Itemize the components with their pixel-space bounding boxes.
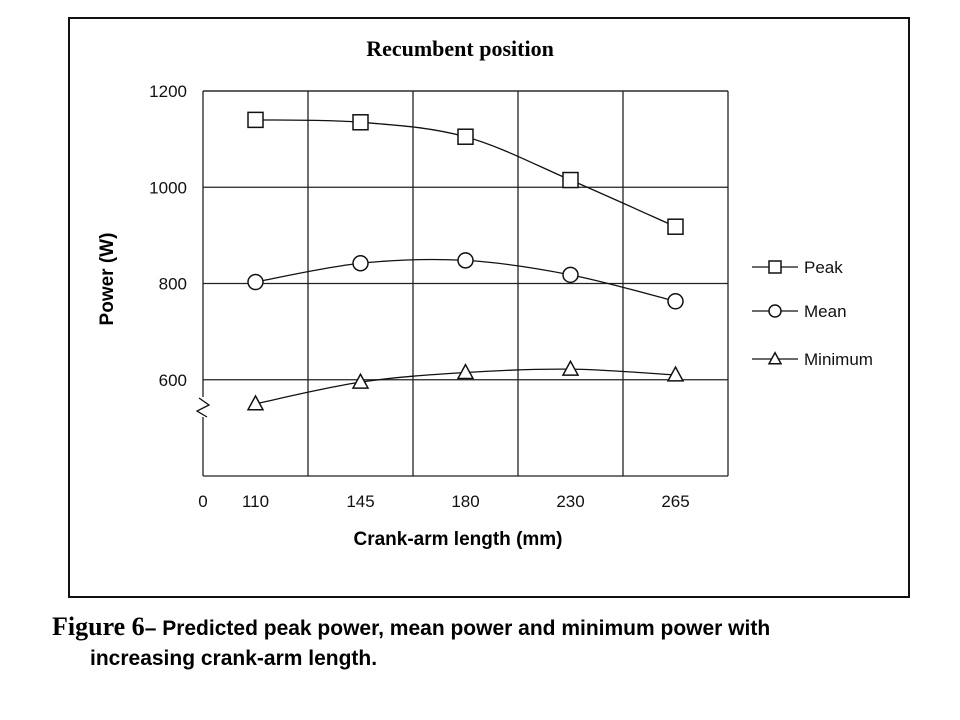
data-point-peak bbox=[352, 114, 369, 131]
legend-marker-mean bbox=[768, 304, 782, 318]
data-point-minimum bbox=[561, 359, 580, 376]
legend-marker-minimum bbox=[767, 351, 783, 365]
data-point-minimum bbox=[666, 365, 685, 382]
x-tick-label: 180 bbox=[451, 492, 479, 511]
x-tick-label-zero: 0 bbox=[198, 492, 207, 511]
tick-labels: 600 800 1000 1200 110 145 180 230 265 0 bbox=[149, 82, 690, 511]
data-point-mean bbox=[247, 273, 264, 291]
y-tick-label: 800 bbox=[159, 275, 187, 294]
y-tick-label: 600 bbox=[159, 371, 187, 390]
legend-marker-peak bbox=[768, 260, 782, 274]
data-point-mean bbox=[562, 266, 579, 284]
x-tick-label: 145 bbox=[346, 492, 374, 511]
y-axis-label: Power (W) bbox=[97, 233, 118, 326]
caption-dash: – bbox=[144, 617, 163, 640]
x-tick-label: 110 bbox=[242, 492, 269, 511]
x-tick-label: 265 bbox=[661, 492, 689, 511]
legend: Peak Mean Minimum bbox=[752, 258, 873, 369]
figure-caption: Figure 6– Predicted peak power, mean pow… bbox=[52, 612, 932, 674]
y-tick-label: 1200 bbox=[149, 82, 187, 101]
legend-label-peak: Peak bbox=[804, 258, 843, 277]
figure-frame: Recumbent position 600 800 1000 1200 110 145 1… bbox=[68, 17, 910, 598]
caption-text-line2: increasing crank-arm length. bbox=[90, 647, 378, 670]
data-point-mean bbox=[352, 255, 369, 272]
series-markers bbox=[246, 111, 685, 411]
data-point-peak bbox=[667, 218, 684, 235]
chart-title: Recumbent position bbox=[366, 36, 554, 61]
axis-break-mark bbox=[195, 397, 211, 418]
legend-label-mean: Mean bbox=[804, 302, 847, 321]
data-point-peak bbox=[562, 171, 579, 189]
caption-text-line1: Predicted peak power, mean power and min… bbox=[162, 617, 771, 640]
axis-break bbox=[195, 397, 211, 418]
data-point-minimum bbox=[351, 372, 370, 389]
data-point-peak bbox=[247, 111, 264, 129]
data-point-mean bbox=[457, 252, 474, 269]
y-tick-label: 1000 bbox=[149, 178, 187, 197]
data-point-minimum bbox=[456, 363, 475, 380]
chart: Recumbent position 600 800 1000 1200 110 145 1… bbox=[97, 36, 873, 550]
x-axis-label: Crank-arm length (mm) bbox=[353, 529, 562, 550]
data-point-minimum bbox=[246, 394, 265, 411]
x-tick-label: 230 bbox=[556, 492, 584, 511]
data-point-peak bbox=[457, 128, 474, 145]
legend-label-minimum: Minimum bbox=[804, 350, 873, 369]
figure-label: Figure 6 bbox=[52, 612, 145, 641]
data-point-mean bbox=[667, 293, 684, 310]
plot-grid bbox=[202, 90, 729, 477]
